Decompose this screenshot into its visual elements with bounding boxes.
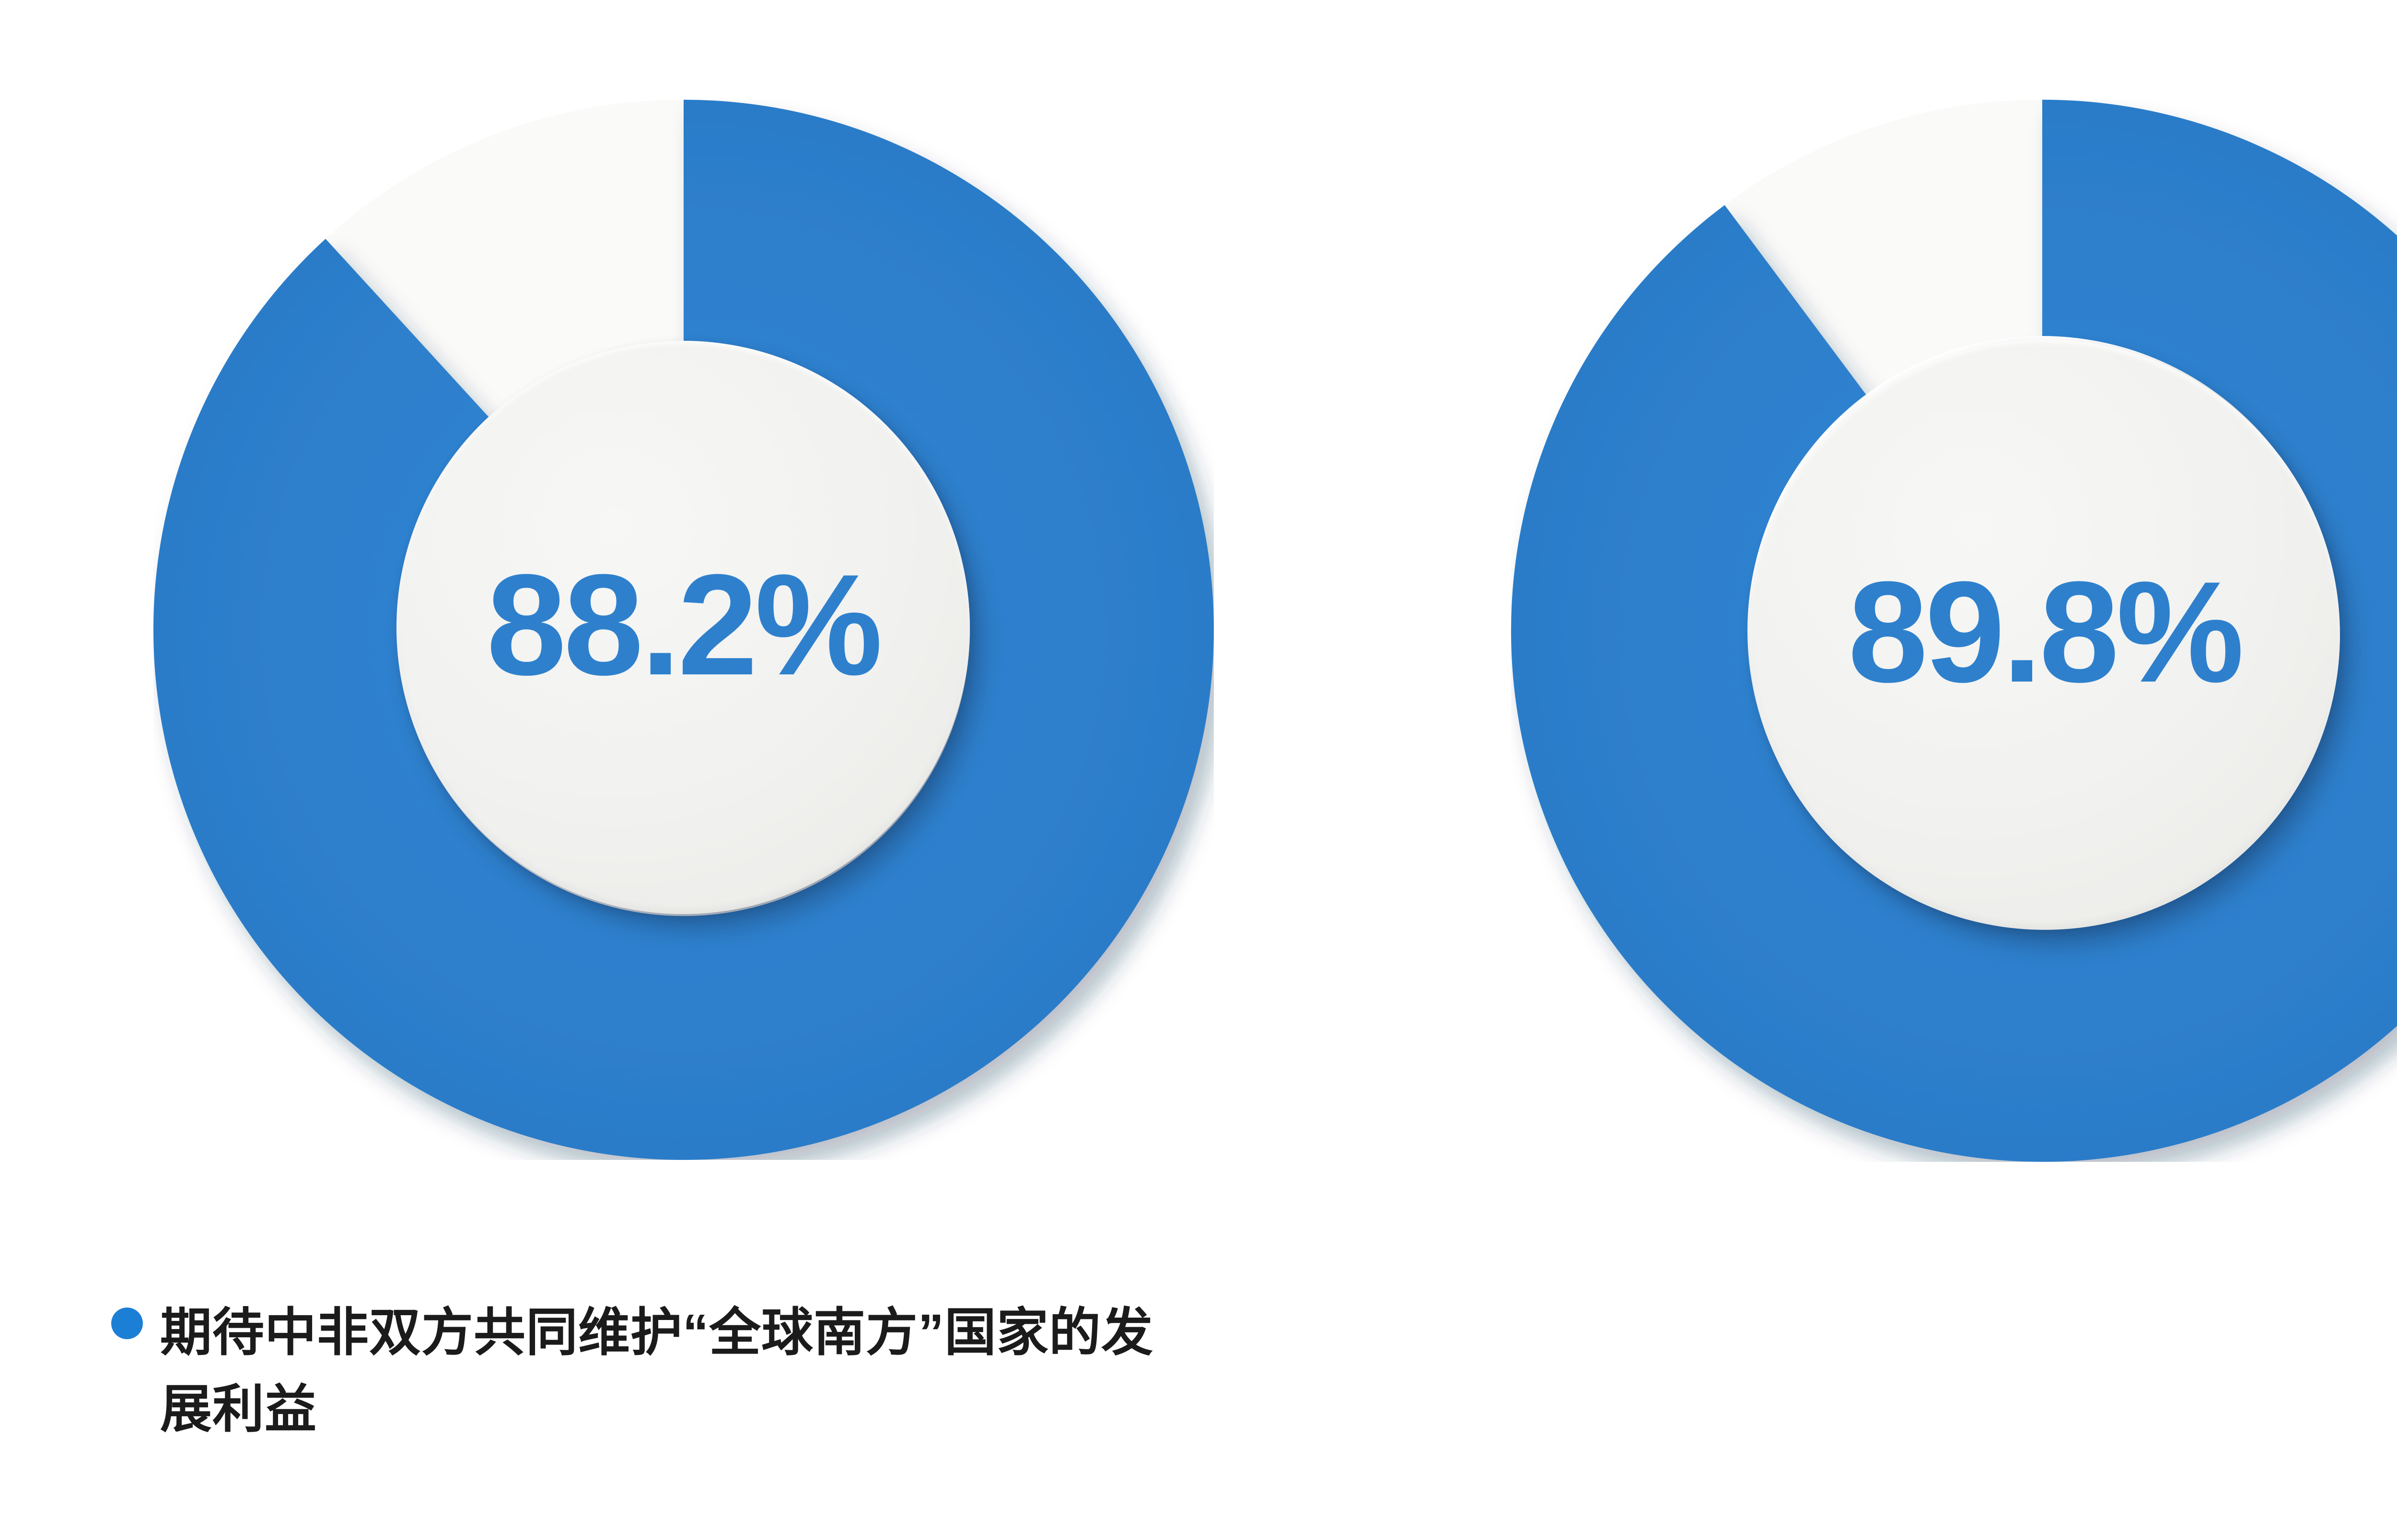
legend-left: 期待中非双方共同维护“全球南方”国家的发展利益 [111,1294,1271,1447]
donut-chart-right[interactable]: 89.8% [1511,100,2397,1162]
donut-center-value-right: 89.8% [1848,551,2245,712]
legend-label-left: 期待中非双方共同维护“全球南方”国家的发展利益 [160,1303,1154,1438]
donut-panel-right: 89.8% 认为中非合作为世界和平与发展注入强劲动力 [1359,0,2397,1540]
donut-center-value-left: 88.2% [486,544,883,705]
donut-panel-left: 88.2% 期待中非双方共同维护“全球南方”国家的发展利益 [111,100,1271,1447]
donut-center-disc-left: 88.2% [396,341,970,914]
donut-center-disc-right: 89.8% [1749,339,2340,930]
donut-chart-left[interactable]: 88.2% [153,100,1214,1160]
bullet-dot-icon [111,1308,143,1339]
